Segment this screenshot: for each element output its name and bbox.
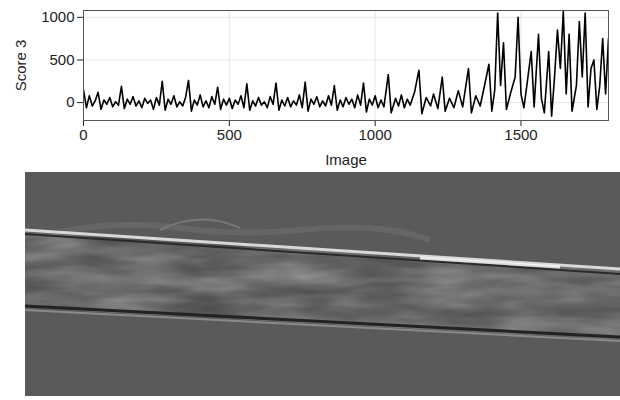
svg-text:500: 500: [49, 51, 74, 68]
svg-text:1500: 1500: [504, 126, 537, 143]
svg-text:500: 500: [217, 126, 242, 143]
svg-text:1000: 1000: [41, 8, 74, 25]
svg-text:1000: 1000: [358, 126, 391, 143]
svg-text:Score 3: Score 3: [12, 40, 29, 92]
svg-text:0: 0: [66, 93, 74, 110]
svg-text:Image: Image: [325, 151, 367, 168]
svg-text:0: 0: [79, 126, 87, 143]
